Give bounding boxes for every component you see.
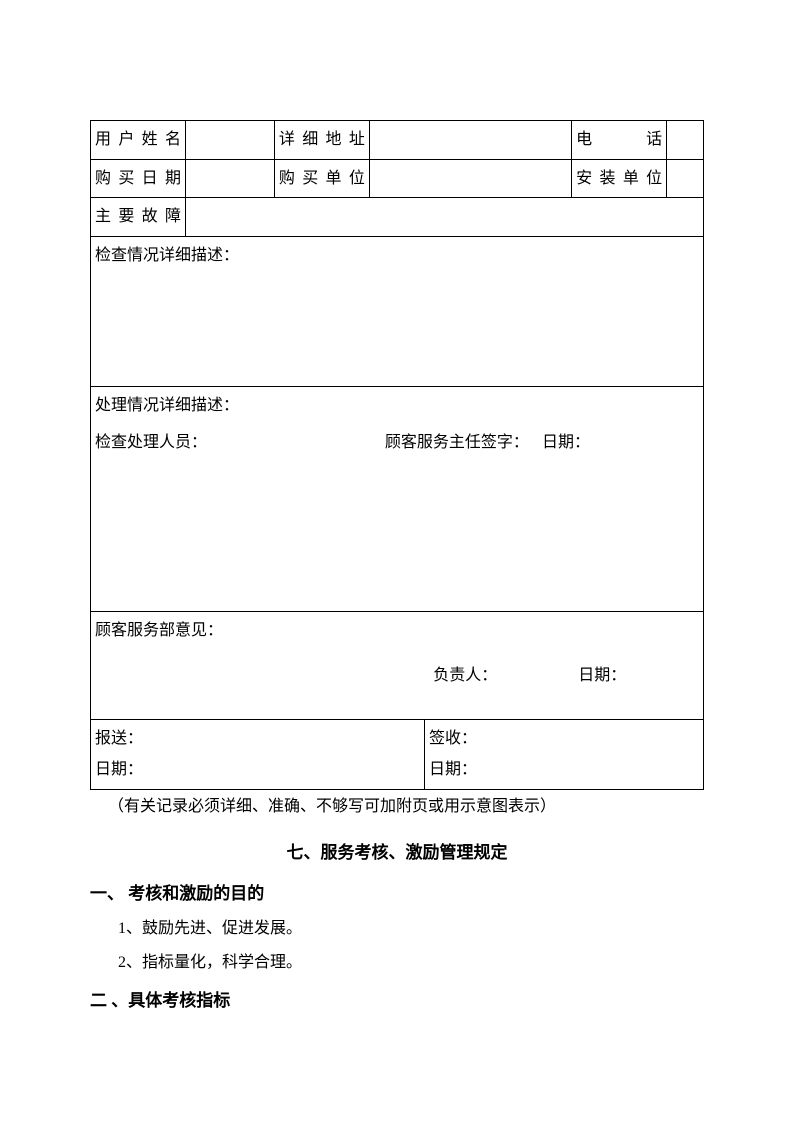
service-form-table: 用户姓名 详细地址 电 话 购买日期 购买单位 安装单位 主要故障 检查情况详细… bbox=[90, 120, 704, 790]
label-service-opinion: 顾客服务部意见： bbox=[95, 618, 699, 644]
label-inspector: 检查处理人员： bbox=[95, 430, 385, 456]
label-main-fault: 主要故障 bbox=[91, 198, 186, 237]
value-purchase-unit[interactable] bbox=[369, 159, 571, 198]
table-row: 主要故障 bbox=[91, 198, 704, 237]
subheading-2: 二 、具体考核指标 bbox=[90, 986, 704, 1011]
value-install-unit[interactable] bbox=[667, 159, 704, 198]
label-receive-date: 日期： bbox=[429, 757, 699, 783]
value-user-name[interactable] bbox=[186, 121, 275, 160]
note-text: （有关记录必须详细、准确、不够写可加附页或用示意图表示） bbox=[90, 792, 704, 816]
label-date: 日期： bbox=[542, 430, 699, 456]
table-row: 检查情况详细描述： bbox=[91, 236, 704, 386]
table-row: 处理情况详细描述： 检查处理人员： 顾客服务主任签字： 日期： bbox=[91, 386, 704, 611]
label-purchase-unit: 购买单位 bbox=[274, 159, 369, 198]
label-install-unit: 安装单位 bbox=[572, 159, 667, 198]
label-date-2: 日期： bbox=[578, 663, 699, 689]
label-phone: 电 话 bbox=[572, 121, 667, 160]
label-supervisor-sign: 顾客服务主任签字： bbox=[385, 430, 542, 456]
label-address: 详细地址 bbox=[274, 121, 369, 160]
table-row: 购买日期 购买单位 安装单位 bbox=[91, 159, 704, 198]
section-title: 七、服务考核、激励管理规定 bbox=[90, 838, 704, 863]
table-row: 报送： 日期： 签收： 日期： bbox=[91, 719, 704, 789]
service-opinion-cell[interactable]: 顾客服务部意见： 负责人： 日期： bbox=[91, 611, 704, 719]
subheading-1: 一、 考核和激励的目的 bbox=[90, 879, 704, 904]
receive-cell[interactable]: 签收： 日期： bbox=[425, 719, 704, 789]
handling-description-cell[interactable]: 处理情况详细描述： 检查处理人员： 顾客服务主任签字： 日期： bbox=[91, 386, 704, 611]
label-handling-description: 处理情况详细描述： bbox=[95, 393, 699, 419]
label-responsible: 负责人： bbox=[433, 663, 578, 689]
label-user-name: 用户姓名 bbox=[91, 121, 186, 160]
value-purchase-date[interactable] bbox=[186, 159, 275, 198]
label-purchase-date: 购买日期 bbox=[91, 159, 186, 198]
table-row: 用户姓名 详细地址 电 话 bbox=[91, 121, 704, 160]
table-row: 顾客服务部意见： 负责人： 日期： bbox=[91, 611, 704, 719]
value-address[interactable] bbox=[369, 121, 571, 160]
label-send: 报送： bbox=[95, 726, 420, 752]
paragraph-2: 2、指标量化，科学合理。 bbox=[90, 948, 704, 972]
inspection-description-cell[interactable]: 检查情况详细描述： bbox=[91, 236, 704, 386]
paragraph-1: 1、鼓励先进、促进发展。 bbox=[90, 914, 704, 938]
value-phone[interactable] bbox=[667, 121, 704, 160]
send-cell[interactable]: 报送： 日期： bbox=[91, 719, 425, 789]
value-main-fault[interactable] bbox=[186, 198, 704, 237]
label-send-date: 日期： bbox=[95, 757, 420, 783]
label-inspection-description: 检查情况详细描述： bbox=[95, 243, 699, 269]
label-receive: 签收： bbox=[429, 726, 699, 752]
